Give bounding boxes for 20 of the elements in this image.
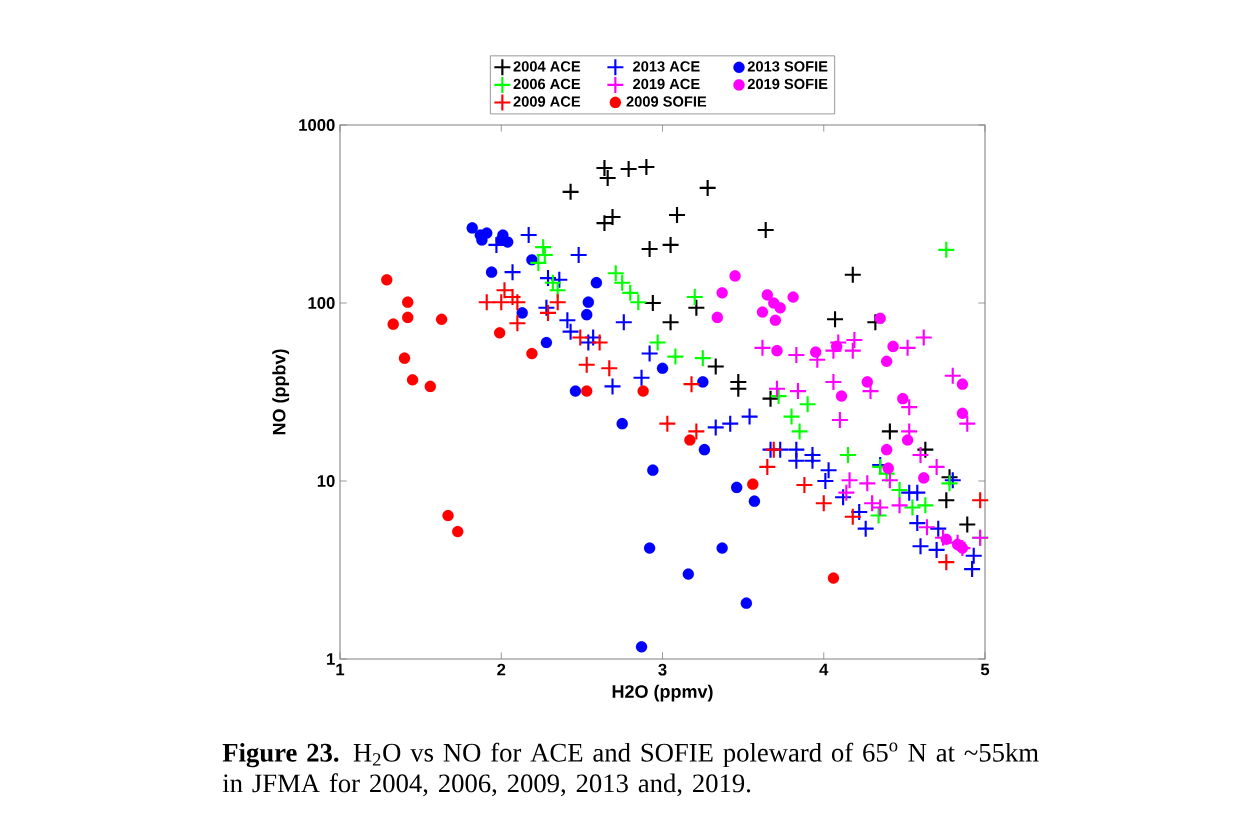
- x-tick-label: 5: [980, 663, 990, 676]
- y-tick-label: 1: [327, 653, 335, 665]
- x-tick-label: 3: [658, 663, 667, 676]
- legend-label: 2019 ACE: [633, 78, 700, 90]
- legend-label: 2009 ACE: [513, 96, 581, 107]
- y-tick-label: 1000: [299, 119, 335, 131]
- x-tick-label: 1: [336, 663, 345, 676]
- y-tick-label: 10: [317, 475, 335, 487]
- y-tick-label: 100: [308, 297, 335, 309]
- legend-label: 2013 SOFIE: [747, 61, 828, 72]
- x-tick-label: 2: [497, 663, 506, 676]
- legend-label: 2006 ACE: [513, 78, 581, 90]
- x-axis-title: H2O (ppmv): [612, 684, 713, 702]
- legend-label: 2019 SOFIE: [747, 78, 828, 90]
- text: Figure 23. H$_{2}$O vs NO for ACE and SOFIE poleward of 65$^{o}$ N at ~55km in JFMA for 2004, 2006, 2009, 2013 and, 2019.: [222, 742, 1039, 797]
- x-tick-label: 4: [819, 663, 829, 676]
- legend-label: 2009 SOFIE: [626, 96, 707, 107]
- legend-label: 2013 ACE: [633, 61, 700, 72]
- legend-label: 2004 ACE: [513, 61, 581, 72]
- y-axis-title: NO (ppbv): [272, 349, 290, 435]
